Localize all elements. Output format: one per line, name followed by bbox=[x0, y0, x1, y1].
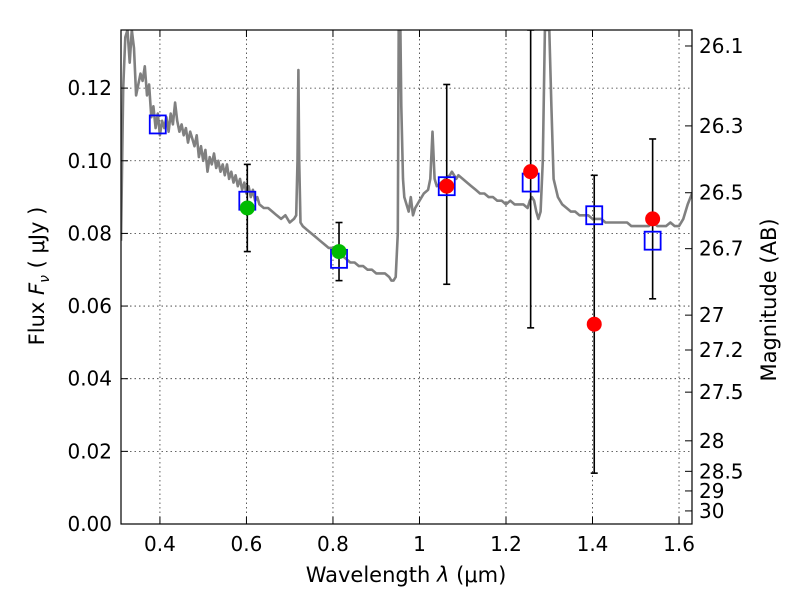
y-tick-label: 0.10 bbox=[67, 149, 112, 173]
y2-tick-label: 27.5 bbox=[699, 380, 744, 404]
x-tick-label: 1.6 bbox=[663, 532, 695, 556]
y-axis-label: Flux Fν ( μJy ) bbox=[25, 207, 53, 346]
y-tick-label: 0.00 bbox=[67, 512, 112, 536]
green-data-point bbox=[239, 200, 255, 216]
y-tick-label: 0.12 bbox=[67, 76, 112, 100]
x-tick-label: 0.4 bbox=[144, 532, 176, 556]
y-tick-label: 0.04 bbox=[67, 367, 112, 391]
y2-tick-label: 29 bbox=[699, 479, 724, 503]
red-data-point bbox=[586, 316, 602, 332]
x-tick-label: 1.2 bbox=[490, 532, 522, 556]
y2-axis-label: Magnitude (AB) bbox=[757, 218, 781, 381]
y2-tick-label: 26.3 bbox=[699, 114, 744, 138]
y2-tick-label: 26.5 bbox=[699, 181, 744, 205]
y2-tick-label: 26.7 bbox=[699, 237, 744, 261]
model-square-point bbox=[643, 230, 662, 251]
red-data-point bbox=[645, 211, 661, 227]
red-data-point bbox=[523, 164, 539, 180]
x-tick-label: 1 bbox=[413, 532, 426, 556]
data-clip-group bbox=[121, 30, 692, 474]
y-tick-label: 0.02 bbox=[67, 439, 112, 463]
y2-tick-label: 27 bbox=[699, 303, 724, 327]
green-data-point bbox=[331, 244, 347, 260]
data-layer bbox=[121, 30, 692, 474]
y2-tick-label: 27.2 bbox=[699, 338, 744, 362]
y2-tick-label: 26.1 bbox=[699, 34, 744, 58]
y2-tick-label: 28.5 bbox=[699, 459, 744, 483]
y-tick-label: 0.06 bbox=[67, 294, 112, 318]
y-tick-label: 0.08 bbox=[67, 221, 112, 245]
x-tick-label: 0.8 bbox=[317, 532, 349, 556]
red-data-point bbox=[439, 178, 455, 194]
y2-tick-label: 30 bbox=[699, 499, 724, 523]
spectrum-line bbox=[121, 30, 692, 282]
x-tick-label: 0.6 bbox=[231, 532, 263, 556]
y2-tick-label: 28 bbox=[699, 429, 724, 453]
plot-frame bbox=[120, 29, 693, 525]
tick-layer: 0.4 0.6 0.8 1 1.2 1.4 1.6 0.00 0.02 0.04 0.06 0.08 0… bbox=[67, 30, 744, 556]
x-tick-label: 1.4 bbox=[577, 532, 609, 556]
model-square-point bbox=[148, 114, 167, 135]
x-axis-label: Wavelength λ (μm) bbox=[306, 563, 507, 587]
model-square-point bbox=[437, 176, 456, 197]
grid-lines bbox=[121, 30, 692, 525]
model-square-point bbox=[585, 205, 604, 226]
